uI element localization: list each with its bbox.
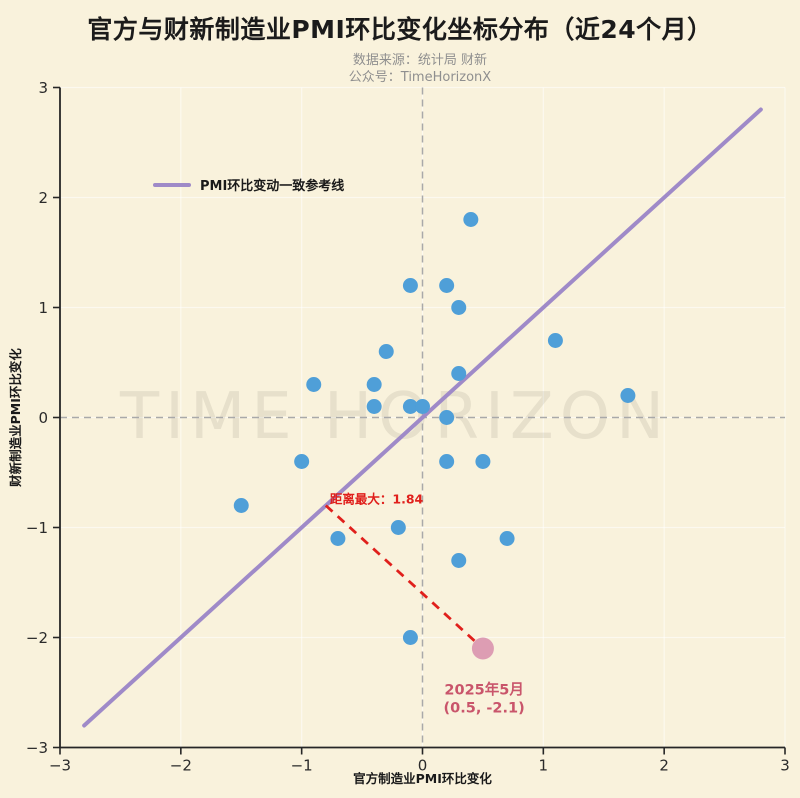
chart-subtitle-source: 数据来源：统计局 财新: [352, 53, 488, 68]
y-tick-label: 3: [38, 79, 48, 97]
x-tick-label: 1: [539, 757, 549, 775]
scatter-point: [366, 377, 382, 392]
y-tick-label: 1: [38, 299, 48, 317]
highlight-point: [471, 637, 494, 660]
x-tick-label: −1: [291, 757, 313, 775]
scatter-point: [451, 366, 467, 381]
highlight-annotation-line2: (0.5, -2.1): [444, 701, 525, 717]
chart-title: 官方与财新制造业PMI环比变化坐标分布（近24个月）: [87, 15, 713, 44]
scatter-point: [451, 553, 467, 568]
scatter-point: [306, 377, 322, 392]
x-tick-label: 3: [780, 757, 790, 775]
scatter-point: [620, 388, 636, 403]
scatter-point: [233, 498, 249, 513]
scatter-point: [463, 212, 479, 227]
y-tick-label: −2: [26, 629, 48, 647]
x-tick-label: 2: [659, 757, 669, 775]
x-axis-label: 官方制造业PMI环比变化: [353, 771, 492, 786]
scatter-point: [451, 300, 467, 315]
distance-line: [324, 504, 484, 650]
scatter-point: [366, 399, 382, 414]
scatter-point: [402, 278, 418, 293]
scatter-point: [402, 630, 418, 645]
x-tick-label: 0: [418, 757, 428, 775]
reference-line: [82, 107, 763, 728]
scatter-point: [439, 454, 455, 469]
x-tick-label: −3: [49, 757, 71, 775]
x-tick-label: −2: [170, 757, 192, 775]
scatter-point: [390, 520, 406, 535]
scatter-point: [294, 454, 310, 469]
y-tick-label: 2: [38, 189, 48, 207]
scatter-point: [402, 399, 418, 414]
scatter-point: [330, 531, 346, 546]
y-tick-label: 0: [38, 409, 48, 427]
scatter-point: [475, 454, 491, 469]
scatter-point: [547, 333, 563, 348]
y-tick-label: −3: [26, 739, 48, 757]
scatter-point: [439, 278, 455, 293]
scatter-point: [378, 344, 394, 359]
scatter-point: [415, 399, 430, 414]
chart-subtitle-account: 公众号：TimeHorizonX: [348, 70, 492, 85]
scatter-point: [439, 410, 455, 425]
y-tick-label: −1: [26, 519, 48, 537]
scatter-point: [499, 531, 515, 546]
legend-label: PMI环比变动一致参考线: [200, 178, 344, 194]
distance-label: 距离最大：1.84: [330, 491, 424, 506]
highlight-annotation-line1: 2025年5月: [444, 681, 523, 699]
y-axis-label: 财新制造业PMI环比变化: [8, 348, 23, 488]
